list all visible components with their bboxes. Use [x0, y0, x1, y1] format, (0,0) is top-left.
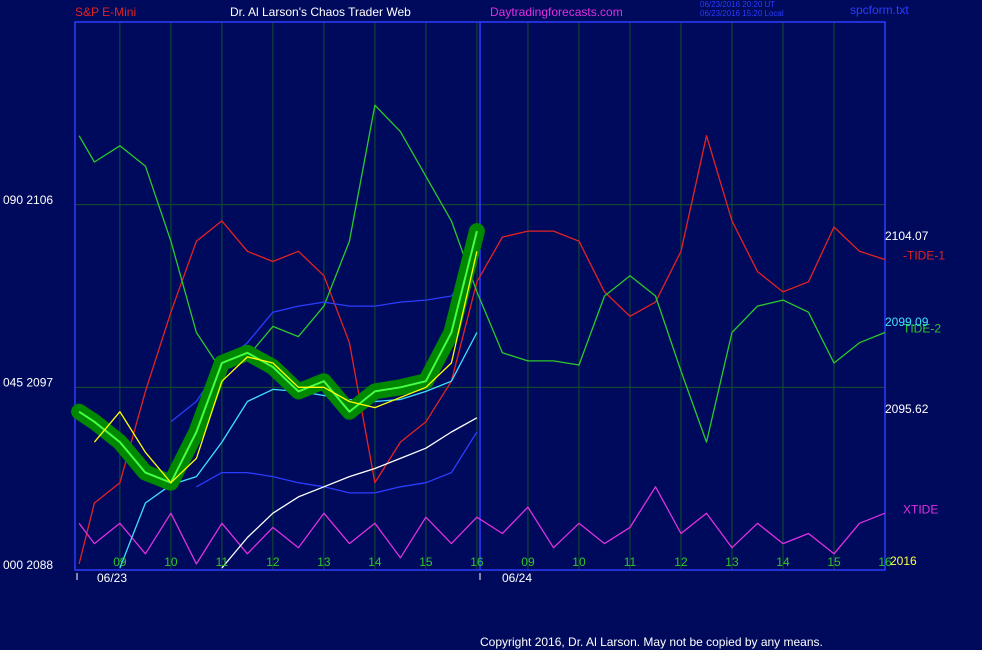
series-line — [78, 230, 478, 484]
x-tick-label: 13 — [725, 555, 739, 569]
x-tick-label: 15 — [419, 555, 433, 569]
y-tick-label: 090 2106 — [3, 193, 53, 207]
x-tick-label: 09 — [521, 555, 535, 569]
chart-title: Dr. Al Larson's Chaos Trader Web — [230, 5, 411, 19]
series-line — [78, 135, 886, 565]
value-annotation: 2095.62 — [885, 402, 929, 416]
series-line — [78, 104, 886, 443]
series-label: XTIDE — [903, 502, 938, 516]
series-line — [78, 486, 886, 565]
value-annotation: 2099.09 — [885, 315, 929, 329]
file-name: spcform.txt — [850, 3, 909, 17]
x-tick-label: 14 — [368, 555, 382, 569]
x-tick-label: 14 — [776, 555, 790, 569]
site: Daytradingforecasts.com — [490, 5, 623, 19]
x-tick-label: 11 — [624, 555, 637, 569]
series-label: TIDE-2 — [903, 322, 941, 336]
x-tick-label: 16 — [470, 555, 484, 569]
series-line — [196, 431, 478, 494]
timestamp: 06/23/2016 15:20 Local — [700, 9, 784, 18]
subtitle: S&P E-Mini — [75, 5, 136, 19]
value-annotation: 2104.07 — [885, 229, 929, 243]
date-label: 06/24 — [502, 571, 532, 585]
series-group — [71, 104, 886, 569]
x-tick-label: 09 — [113, 555, 127, 569]
series-line — [221, 417, 478, 569]
x-tick-label: 10 — [572, 555, 586, 569]
x-tick-label: 13 — [317, 555, 331, 569]
x-tick-label: 12 — [266, 555, 280, 569]
series-label: -TIDE-1 — [903, 249, 945, 263]
labels: 000 2088 045 2097 090 2106 09 10 11 12 13 14 15 16… — [3, 193, 945, 572]
value-annotation: 2016 — [890, 554, 917, 568]
copyright: Copyright 2016, Dr. Al Larson. May not b… — [480, 635, 823, 649]
date-label: 06/23 — [97, 571, 127, 585]
timestamp: 06/23/2016 20:20 UT — [700, 0, 775, 9]
x-tick-label: 11 — [216, 555, 229, 569]
x-tick-label: 15 — [827, 555, 841, 569]
x-tick-label: 16 — [878, 555, 892, 569]
x-tick-label: 10 — [164, 555, 178, 569]
x-tick-label: 12 — [674, 555, 688, 569]
series-line — [93, 251, 478, 484]
y-tick-label: 045 2097 — [3, 376, 53, 390]
y-tick-label: 000 2088 — [3, 558, 53, 572]
